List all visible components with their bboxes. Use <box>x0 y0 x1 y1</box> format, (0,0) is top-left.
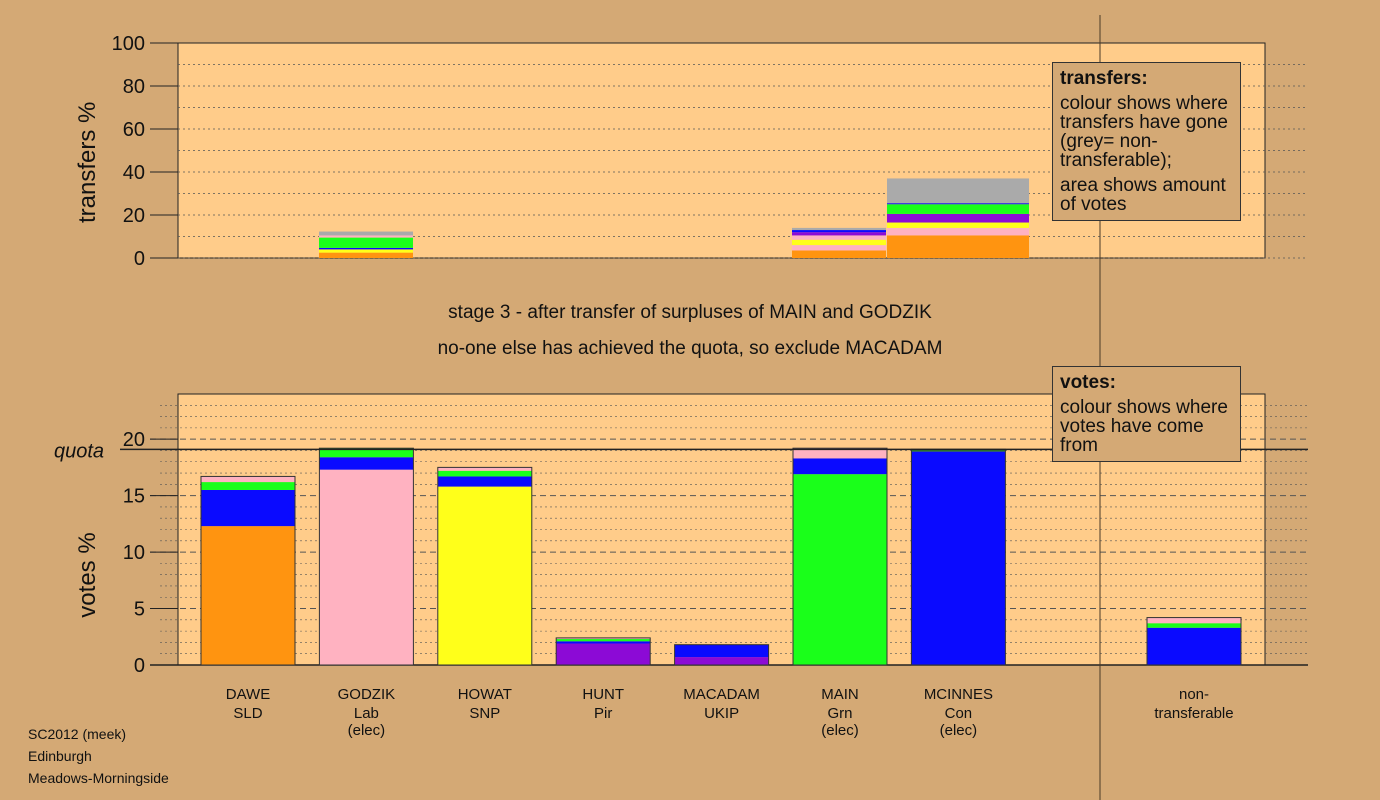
votes-y-tick-label: 20 <box>123 429 145 451</box>
transfer-segment-main <box>792 245 886 251</box>
candidate-name-label: DAWE <box>226 686 270 703</box>
vote-segment-dawe <box>201 526 295 665</box>
transfer-segment-godzik <box>319 235 413 238</box>
vote-segment-mcinnes <box>911 451 1006 665</box>
transfers-y-tick-label: 40 <box>123 162 145 184</box>
votes-legend-title: votes: <box>1060 372 1116 393</box>
candidate-name-label: MAIN <box>821 686 859 703</box>
transfer-segment-mcinnes <box>887 204 1029 214</box>
transfer-segment-godzik <box>319 249 413 253</box>
candidate-name-label: MACADAM <box>683 686 760 703</box>
transfer-segment-godzik <box>319 247 413 250</box>
transfers-legend-title: transfers: <box>1060 68 1148 89</box>
transfers-legend: transfers: colour shows where transfers … <box>1052 62 1241 221</box>
vote-segment-non <box>1147 623 1241 628</box>
transfer-segment-godzik <box>319 237 413 248</box>
transfer-segment-main <box>792 239 886 246</box>
votes-y-tick-label: 10 <box>123 542 145 564</box>
transfers-legend-colour-text: colour shows where transfers have gone (… <box>1060 93 1228 171</box>
footer-council: Edinburgh <box>28 748 92 764</box>
candidate-party-label: Con <box>945 705 973 722</box>
stage-description: stage 3 - after transfer of surpluses of… <box>448 302 932 323</box>
transfer-segment-mcinnes <box>887 222 1029 228</box>
transfers-legend-area-text: area shows amount of votes <box>1060 175 1226 215</box>
vote-segment-hunt <box>556 643 651 665</box>
vote-segment-main <box>793 474 887 665</box>
transfer-segment-mcinnes <box>887 178 1029 204</box>
vote-segment-godzik <box>319 457 414 470</box>
candidate-party-label: UKIP <box>704 705 739 722</box>
candidate-party-label: Grn <box>827 705 852 722</box>
vote-segment-non <box>1147 617 1241 624</box>
votes-legend-text: colour shows where votes have come from <box>1060 397 1228 456</box>
transfer-segment-godzik <box>319 231 413 236</box>
candidate-elected-label: (elec) <box>821 722 859 739</box>
candidate-party-label: SLD <box>233 705 262 722</box>
candidate-party-label: transferable <box>1154 705 1233 722</box>
vote-bar-outline <box>792 447 888 666</box>
quota-label: quota <box>54 440 104 462</box>
vote-segment-hunt <box>556 637 651 640</box>
transfer-segment-main <box>792 250 886 258</box>
candidate-name-label: HUNT <box>582 686 624 703</box>
transfers-y-tick-label: 100 <box>112 33 145 55</box>
vote-segment-non <box>1147 627 1241 665</box>
vote-segment-howat <box>437 470 532 477</box>
footer-ward: Meadows-Morningside <box>28 770 169 786</box>
vote-bar-outline <box>674 644 770 666</box>
transfers-y-tick-label: 60 <box>123 119 145 141</box>
vote-segment-howat <box>437 476 532 487</box>
candidate-name-label: GODZIK <box>338 686 396 703</box>
transfer-segment-main <box>792 232 886 236</box>
transfer-segment-main <box>792 227 886 231</box>
vote-segment-main <box>793 448 887 459</box>
transfer-segment-mcinnes <box>887 235 1029 258</box>
vote-segment-hunt <box>556 641 651 644</box>
candidate-party-label: Pir <box>594 705 612 722</box>
vote-segment-mcinnes <box>911 449 1006 452</box>
vote-segment-macadam <box>674 644 769 658</box>
transfers-y-tick-label: 20 <box>123 205 145 227</box>
vote-segment-dawe <box>201 489 295 527</box>
vote-segment-howat <box>437 486 532 665</box>
vote-segment-main <box>793 458 887 475</box>
vote-bar-outline <box>555 637 651 666</box>
votes-y-tick-label: 15 <box>123 486 145 508</box>
vote-bar-outline <box>437 466 533 666</box>
vote-segment-howat <box>437 467 532 471</box>
vote-segment-dawe <box>201 476 295 483</box>
transfer-segment-mcinnes <box>887 203 1029 205</box>
transfer-segment-main <box>792 230 886 233</box>
transfers-y-axis-label: transfers % <box>74 101 101 223</box>
vote-segment-dawe <box>201 482 295 490</box>
footer-election: SC2012 (meek) <box>28 726 127 742</box>
vote-segment-hunt <box>556 639 651 642</box>
transfer-segment-mcinnes <box>887 213 1029 223</box>
votes-y-axis-label: votes % <box>74 532 101 618</box>
candidate-party-label: SNP <box>469 705 500 722</box>
candidate-name-label: non- <box>1179 686 1209 703</box>
transfers-y-tick-label: 0 <box>134 248 145 270</box>
candidate-elected-label: (elec) <box>348 722 386 739</box>
candidate-elected-label: (elec) <box>940 722 978 739</box>
transfer-segment-mcinnes <box>887 227 1029 236</box>
candidate-name-label: MCINNES <box>924 686 993 703</box>
exclusion-note: no-one else has achieved the quota, so e… <box>437 338 943 359</box>
vote-bar-outline <box>200 475 296 666</box>
votes-y-tick-label: 0 <box>134 655 145 677</box>
vote-segment-godzik <box>319 448 414 458</box>
candidate-party-label: Lab <box>354 705 379 722</box>
transfer-segment-godzik <box>319 252 413 258</box>
vote-segment-macadam <box>674 657 769 665</box>
transfers-y-tick-label: 80 <box>123 76 145 98</box>
transfer-segment-main <box>792 235 886 240</box>
candidate-name-label: HOWAT <box>458 686 512 703</box>
votes-legend: votes: colour shows where votes have com… <box>1052 366 1241 462</box>
vote-bar-outline <box>1146 617 1242 666</box>
vote-bar-outline <box>318 447 414 666</box>
vote-segment-godzik <box>319 469 414 665</box>
votes-y-tick-label: 5 <box>134 599 145 621</box>
